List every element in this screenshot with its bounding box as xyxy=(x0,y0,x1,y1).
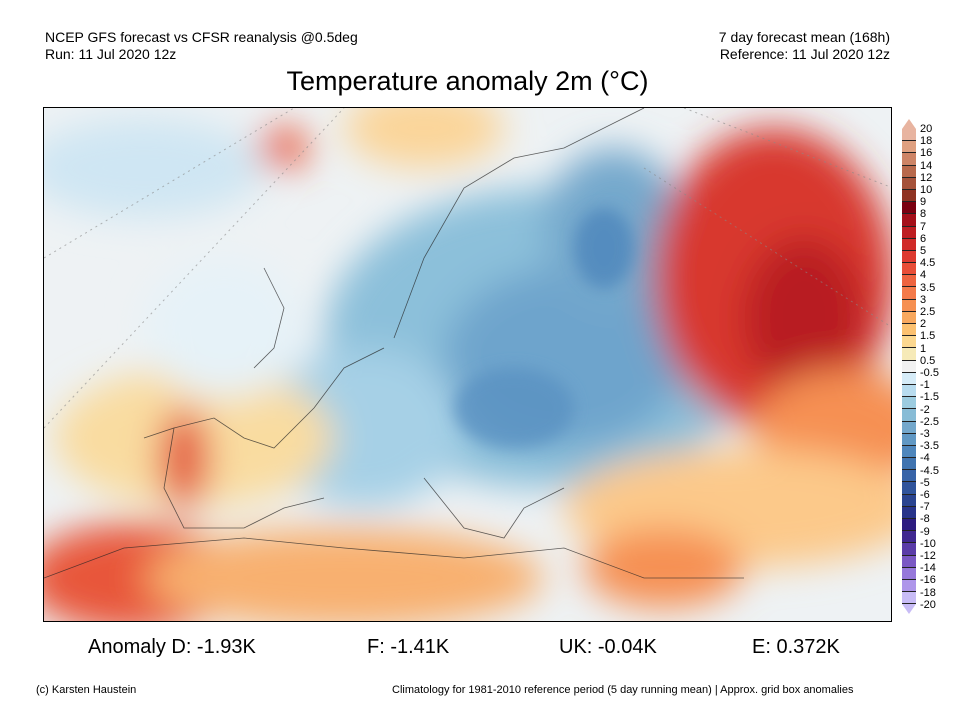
anomaly-germany: Anomaly D: -1.93K xyxy=(88,636,256,658)
credit: (c) Karsten Haustein xyxy=(36,684,137,696)
colorbar-segment xyxy=(902,592,916,605)
colorbar-label: 4.5 xyxy=(920,257,936,270)
colorbar-label: 10 xyxy=(920,184,933,196)
colorbar-segment xyxy=(902,543,916,556)
anomaly-uk: UK: -0.04K xyxy=(559,636,657,658)
colorbar-segment xyxy=(902,153,916,166)
colorbar-label: 20 xyxy=(920,123,933,135)
colorbar-label: -14 xyxy=(920,562,936,575)
colorbar-label: -1.5 xyxy=(920,391,939,404)
colorbar-label: 18 xyxy=(920,135,933,148)
colorbar-segment xyxy=(902,384,916,398)
colorbar-segment xyxy=(902,263,916,276)
colorbar-segment xyxy=(902,360,916,373)
colorbar-label: 0.5 xyxy=(920,354,936,367)
colorbar-segment xyxy=(902,421,916,434)
colorbar-label: -2.5 xyxy=(920,415,939,428)
colorbar-segment xyxy=(902,177,916,190)
colorbar-segment xyxy=(902,287,916,300)
colorbar-label: -9 xyxy=(920,525,930,538)
colorbar-segment xyxy=(902,531,916,544)
colorbar-label: -6 xyxy=(920,489,930,501)
anomaly-field xyxy=(44,108,891,621)
colorbar-label: -12 xyxy=(920,550,936,562)
colorbar xyxy=(902,119,916,615)
climatology-note: Climatology for 1981-2010 reference peri… xyxy=(392,684,854,696)
colorbar-segment xyxy=(902,238,916,251)
map-title: Temperature anomaly 2m (°C) xyxy=(286,66,649,96)
colorbar-segment xyxy=(902,311,916,324)
colorbar-segment xyxy=(902,445,916,459)
colorbar-segment xyxy=(902,141,916,154)
colorbar-segment xyxy=(902,433,916,446)
colorbar-label: -0.5 xyxy=(920,367,939,379)
colorbar-segment xyxy=(902,579,916,593)
anomaly-france: F: -1.41K xyxy=(367,636,450,658)
colorbar-label: 2 xyxy=(920,318,927,331)
forecast-period: 7 day forecast mean (168h) xyxy=(718,29,890,45)
colorbar-label: -1 xyxy=(920,379,930,392)
colorbar-max-arrow xyxy=(902,119,916,129)
anomaly-europe: E: 0.372K xyxy=(752,636,840,658)
colorbar-label: 16 xyxy=(920,147,933,160)
colorbar-segment xyxy=(902,372,916,385)
colorbar-segment xyxy=(902,299,916,312)
colorbar-segment xyxy=(902,555,916,568)
colorbar-segment xyxy=(902,165,916,178)
colorbar-label: 1 xyxy=(920,342,927,355)
colorbar-label: 14 xyxy=(920,159,933,172)
colorbar-label: -18 xyxy=(920,586,936,599)
colorbar-segment xyxy=(902,409,916,422)
colorbar-label: 3 xyxy=(920,293,927,306)
colorbar-label: 5 xyxy=(920,245,927,257)
run-time: Run: 11 Jul 2020 12z xyxy=(45,46,177,62)
colorbar-label: 1.5 xyxy=(920,330,936,343)
colorbar-label: -16 xyxy=(920,574,936,587)
colorbar-segment xyxy=(902,324,916,337)
colorbar-label: 4 xyxy=(920,269,927,282)
colorbar-label: -5 xyxy=(920,476,930,489)
colorbar-segment xyxy=(902,506,916,519)
colorbar-label: 12 xyxy=(920,171,933,184)
colorbar-label: 6 xyxy=(920,232,927,245)
colorbar-label: 7 xyxy=(920,220,927,233)
colorbar-label: 9 xyxy=(920,196,927,209)
colorbar-label: -4.5 xyxy=(920,464,939,477)
colorbar-label: -4 xyxy=(920,452,930,465)
colorbar-segment xyxy=(902,226,916,239)
colorbar-segment xyxy=(902,275,916,288)
colorbar-label: 3.5 xyxy=(920,281,936,294)
anomaly-map xyxy=(43,107,892,622)
colorbar-segment xyxy=(902,129,916,142)
colorbar-segment xyxy=(902,458,916,471)
colorbar-label: -7 xyxy=(920,501,930,514)
model-description: NCEP GFS forecast vs CFSR reanalysis @0.… xyxy=(45,29,358,45)
colorbar-segment xyxy=(902,494,916,507)
colorbar-segment xyxy=(902,250,916,264)
colorbar-segment xyxy=(902,214,916,227)
colorbar-segment xyxy=(902,336,916,349)
colorbar-label: -3.5 xyxy=(920,440,939,453)
colorbar-label: 8 xyxy=(920,208,927,221)
colorbar-label: -8 xyxy=(920,513,930,526)
colorbar-segment xyxy=(902,482,916,495)
colorbar-label: -3 xyxy=(920,428,930,440)
colorbar-min-arrow xyxy=(902,604,916,615)
reference-time: Reference: 11 Jul 2020 12z xyxy=(719,46,890,62)
colorbar-segment xyxy=(902,189,916,203)
colorbar-segment xyxy=(902,519,916,532)
colorbar-label: 2.5 xyxy=(920,306,936,318)
colorbar-segment xyxy=(902,470,916,483)
colorbar-label: -2 xyxy=(920,403,930,416)
colorbar-label: -10 xyxy=(920,537,936,550)
colorbar-label: -20 xyxy=(920,598,936,611)
colorbar-segment xyxy=(902,202,916,215)
colorbar-segment xyxy=(902,567,916,580)
colorbar-segment xyxy=(902,348,916,361)
colorbar-segment xyxy=(902,397,916,410)
